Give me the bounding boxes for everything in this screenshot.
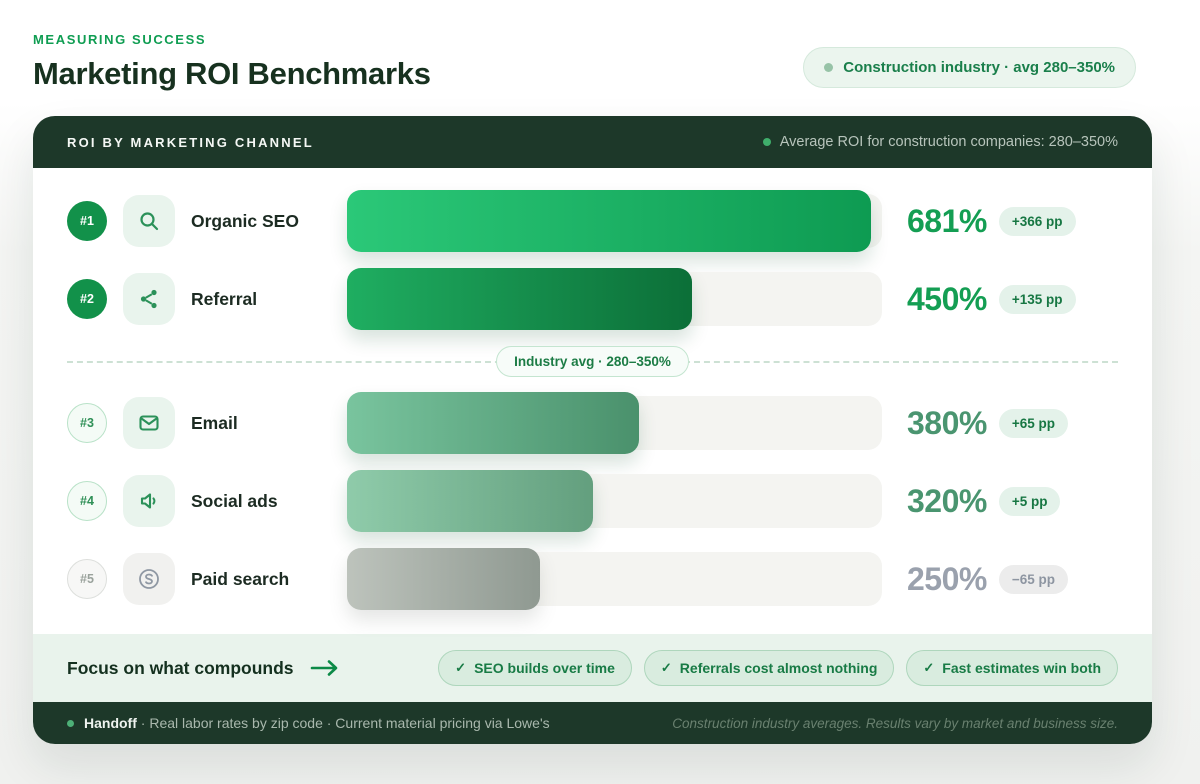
cta-label: Focus on what compounds — [67, 657, 294, 678]
cta-group: Focus on what compounds — [67, 658, 341, 679]
channel-icon-tile — [123, 553, 175, 605]
roi-bar-track — [347, 268, 882, 330]
roi-bar-track — [347, 190, 882, 252]
channel-label: Email — [191, 412, 238, 433]
takeaway-label: SEO builds over time — [474, 660, 615, 676]
page-header-left: MEASURING SUCCESS Marketing ROI Benchmar… — [33, 32, 431, 92]
roi-bar-fill — [347, 190, 872, 252]
dot-icon — [762, 138, 771, 146]
roi-bar-fill — [347, 470, 594, 532]
value-group: 450% +135 pp — [898, 281, 1118, 318]
channel-label: Paid search — [191, 568, 290, 589]
roi-value: 250% — [907, 560, 987, 597]
arrow-right-icon — [309, 658, 341, 678]
disclaimer: Construction industry averages. Results … — [672, 715, 1118, 731]
panel-header: ROI BY MARKETING CHANNEL Average ROI for… — [33, 116, 1152, 168]
roi-row-paid-search: #5 Paid search 250% −65 pp — [67, 540, 1118, 618]
takeaway-label: Referrals cost almost nothing — [679, 660, 878, 676]
takeaway-pill-estimates: ✓ Fast estimates win both — [906, 650, 1118, 686]
roi-panel: ROI BY MARKETING CHANNEL Average ROI for… — [33, 116, 1152, 744]
industry-avg-pill-label: Construction industry · avg 280–350% — [843, 59, 1115, 76]
value-group: 320% +5 pp — [898, 483, 1118, 520]
roi-rows: #1 Organic SEO 681% +366 pp #2 — [33, 168, 1152, 634]
rank-badge: #5 — [67, 559, 107, 599]
rank-badge: #3 — [67, 403, 107, 443]
channel-label: Social ads — [191, 490, 278, 511]
delta-badge: +135 pp — [998, 284, 1076, 314]
roi-value: 450% — [907, 280, 987, 317]
industry-avg-divider: Industry avg · 280–350% — [67, 338, 1118, 384]
roi-bar-fill — [347, 392, 639, 454]
check-icon: ✓ — [923, 660, 935, 675]
delta-badge: −65 pp — [998, 564, 1068, 594]
panel-title: ROI BY MARKETING CHANNEL — [67, 134, 314, 150]
roi-row-referral: #2 Referral 450% +135 pp — [67, 260, 1118, 338]
rank-badge: #4 — [67, 481, 107, 521]
dot-icon — [824, 63, 834, 72]
check-icon: ✓ — [455, 660, 467, 675]
panel-subtitle: Average ROI for construction companies: … — [762, 134, 1118, 150]
check-icon: ✓ — [660, 660, 672, 675]
industry-avg-pill: Construction industry · avg 280–350% — [803, 47, 1136, 88]
page-title: Marketing ROI Benchmarks — [33, 56, 431, 91]
roi-row-social-ads: #4 Social ads 320% +5 pp — [67, 462, 1118, 540]
roi-value: 380% — [907, 404, 987, 441]
rank-badge: #2 — [67, 279, 107, 319]
value-group: 681% +366 pp — [898, 203, 1118, 240]
channel-icon-tile — [123, 397, 175, 449]
panel-subtitle-label: Average ROI for construction companies: … — [779, 134, 1118, 150]
roi-row-organic-seo: #1 Organic SEO 681% +366 pp — [67, 182, 1118, 260]
roi-row-email: #3 Email 380% +65 pp — [67, 384, 1118, 462]
search-icon — [137, 209, 161, 233]
roi-bar-track — [347, 392, 882, 454]
roi-bar-fill — [347, 548, 540, 610]
takeaway-pill-seo: ✓ SEO builds over time — [438, 650, 632, 686]
dot-icon — [67, 719, 74, 727]
speaker-icon — [137, 489, 161, 513]
roi-value: 681% — [907, 202, 987, 239]
delta-badge: +65 pp — [998, 408, 1068, 438]
mail-icon — [137, 411, 161, 435]
delta-badge: +366 pp — [998, 206, 1076, 236]
takeaway-pill-referrals: ✓ Referrals cost almost nothing — [643, 650, 895, 686]
eyebrow: MEASURING SUCCESS — [33, 32, 207, 47]
value-group: 380% +65 pp — [898, 405, 1118, 442]
share-icon — [137, 287, 161, 311]
channel-label: Referral — [191, 288, 258, 309]
roi-bar-fill — [347, 268, 693, 330]
page-header: MEASURING SUCCESS Marketing ROI Benchmar… — [0, 0, 1200, 116]
footer-sources: Handoff · Real labor rates by zip code ·… — [67, 715, 550, 731]
value-group: 250% −65 pp — [898, 561, 1118, 598]
roi-value: 320% — [907, 482, 987, 519]
footer-bar: Handoff · Real labor rates by zip code ·… — [33, 702, 1152, 744]
roi-bar-track — [347, 548, 882, 610]
industry-avg-divider-pill: Industry avg · 280–350% — [496, 345, 689, 377]
takeaways-band: Focus on what compounds ✓ SEO builds ove… — [33, 634, 1152, 702]
delta-badge: +5 pp — [998, 486, 1061, 516]
data-sources: · Real labor rates by zip code · Current… — [140, 715, 550, 731]
dollar-icon — [136, 566, 162, 592]
channel-icon-tile — [123, 273, 175, 325]
channel-icon-tile — [123, 475, 175, 527]
channel-label: Organic SEO — [191, 210, 299, 231]
takeaway-label: Fast estimates win both — [942, 660, 1101, 676]
roi-bar-track — [347, 470, 882, 532]
brand-name: Handoff — [84, 715, 137, 731]
channel-icon-tile — [123, 195, 175, 247]
takeaway-pills: ✓ SEO builds over time ✓ Referrals cost … — [438, 650, 1118, 686]
rank-badge: #1 — [67, 201, 107, 241]
